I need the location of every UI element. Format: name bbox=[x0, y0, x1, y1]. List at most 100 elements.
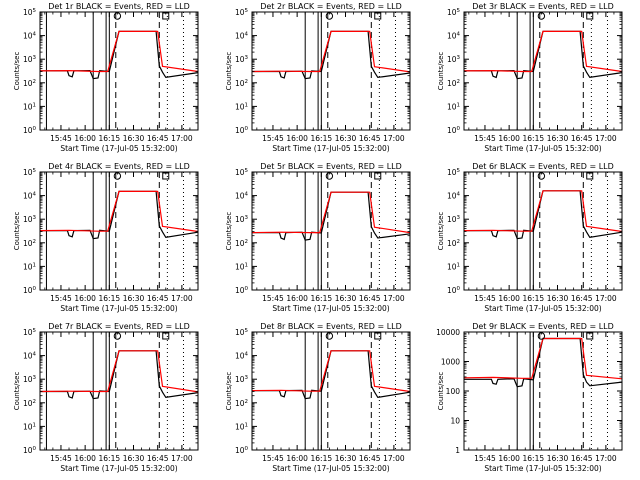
lld-series-line bbox=[463, 337, 623, 380]
x-tick-label: 16:30 bbox=[335, 294, 357, 303]
x-tick-label: 16:45 bbox=[571, 454, 593, 463]
y-tick-label: 104 bbox=[235, 352, 249, 361]
y-tick-label: 102 bbox=[23, 399, 36, 408]
y-tick-label: 105 bbox=[235, 168, 249, 177]
x-axis-label: Start Time (17-Jul-05 15:32:00) bbox=[60, 304, 177, 313]
panel-title: Det 8r BLACK = Events, RED = LLD bbox=[260, 322, 402, 331]
y-tick-label: 100 bbox=[446, 387, 461, 396]
y-tick-label: 105 bbox=[23, 168, 37, 177]
y-tick-label: 105 bbox=[447, 168, 461, 177]
x-axis-label: Start Time (17-Jul-05 15:32:00) bbox=[60, 144, 177, 153]
y-tick-label: 103 bbox=[447, 55, 461, 64]
y-tick-label: 102 bbox=[23, 79, 36, 88]
events-series-line bbox=[252, 191, 411, 241]
x-tick-label: 16:30 bbox=[123, 454, 145, 463]
y-tick-label: 100 bbox=[235, 446, 249, 455]
x-tick-label: 15:45 bbox=[50, 294, 72, 303]
x-tick-label: 15:45 bbox=[50, 134, 72, 143]
panel-title: Det 7r BLACK = Events, RED = LLD bbox=[48, 322, 190, 331]
y-tick-label: 104 bbox=[23, 352, 37, 361]
y-tick-label: 1000 bbox=[441, 358, 460, 367]
x-tick-label: 17:00 bbox=[595, 454, 617, 463]
detector-panel-8: 100 101 102 103 104 105 15:45 16:00 16:15 16:30 16… bbox=[225, 322, 411, 473]
panel-title: Det 2r BLACK = Events, RED = LLD bbox=[260, 2, 402, 11]
x-tick-label: 17:00 bbox=[383, 134, 405, 143]
x-tick-label: 16:45 bbox=[571, 294, 593, 303]
y-tick-label: 100 bbox=[23, 286, 37, 295]
y-tick-label: 10 bbox=[450, 417, 460, 426]
x-tick-label: 16:45 bbox=[147, 294, 169, 303]
x-tick-label: 15:45 bbox=[474, 294, 496, 303]
x-tick-label: 16:15 bbox=[523, 454, 545, 463]
x-tick-label: 15:45 bbox=[50, 454, 72, 463]
events-series-line bbox=[464, 30, 623, 80]
y-tick-label: 101 bbox=[23, 262, 36, 271]
y-tick-label: 101 bbox=[447, 102, 460, 111]
x-tick-label: 16:45 bbox=[359, 134, 381, 143]
x-tick-label: 16:00 bbox=[498, 134, 520, 143]
y-tick-label: 105 bbox=[23, 8, 37, 17]
y-axis-label: Counts/sec bbox=[225, 52, 233, 91]
detector-panel-3: 100 101 102 103 104 105 15:45 16:00 16:15 16:30 16… bbox=[437, 2, 623, 153]
y-tick-label: 100 bbox=[235, 286, 249, 295]
lld-series-line bbox=[39, 30, 199, 73]
panel-title: Det 4r BLACK = Events, RED = LLD bbox=[48, 162, 190, 171]
detector-panel-1: 100 101 102 103 104 105 15:45 16:00 16:15 16:30 16… bbox=[13, 2, 199, 153]
x-tick-label: 16:15 bbox=[311, 134, 333, 143]
x-tick-label: 17:00 bbox=[171, 294, 193, 303]
x-tick-label: 17:00 bbox=[595, 134, 617, 143]
y-tick-label: 101 bbox=[23, 102, 36, 111]
x-tick-label: 17:00 bbox=[171, 134, 193, 143]
x-tick-label: 16:30 bbox=[335, 454, 357, 463]
y-axis-label: Counts/sec bbox=[225, 372, 233, 411]
y-tick-label: 102 bbox=[235, 79, 248, 88]
lld-series-line bbox=[251, 191, 411, 234]
x-tick-label: 16:45 bbox=[147, 134, 169, 143]
y-axis-label: Counts/sec bbox=[437, 52, 445, 91]
x-tick-label: 16:30 bbox=[123, 134, 145, 143]
plot-frame bbox=[463, 171, 623, 291]
lld-series-line bbox=[39, 190, 199, 233]
y-tick-label: 103 bbox=[23, 55, 37, 64]
y-axis-label: Counts/sec bbox=[225, 212, 233, 251]
y-tick-label: 100 bbox=[447, 126, 461, 135]
plot-frame bbox=[251, 11, 411, 131]
detector-panel-2: 100 101 102 103 104 105 15:45 16:00 16:15 16:30 16… bbox=[225, 2, 411, 153]
y-tick-label: 104 bbox=[23, 192, 37, 201]
events-series-line bbox=[252, 30, 411, 80]
plot-frame bbox=[463, 11, 623, 131]
x-axis-label: Start Time (17-Jul-05 15:32:00) bbox=[484, 304, 601, 313]
x-tick-label: 16:00 bbox=[74, 294, 96, 303]
plot-frame bbox=[39, 171, 199, 291]
y-tick-label: 103 bbox=[235, 375, 249, 384]
x-tick-label: 16:15 bbox=[311, 294, 333, 303]
x-tick-label: 16:45 bbox=[571, 134, 593, 143]
y-tick-label: 102 bbox=[447, 239, 460, 248]
y-tick-label: 103 bbox=[23, 375, 37, 384]
x-tick-label: 16:30 bbox=[335, 134, 357, 143]
y-tick-label: 10000 bbox=[436, 328, 460, 337]
y-tick-label: 1 bbox=[455, 446, 460, 455]
x-tick-label: 15:45 bbox=[474, 454, 496, 463]
panel-title: Det 1r BLACK = Events, RED = LLD bbox=[48, 2, 190, 11]
plot-frame bbox=[251, 171, 411, 291]
events-series-line bbox=[40, 350, 199, 400]
lld-series-line bbox=[463, 30, 623, 73]
y-tick-label: 103 bbox=[447, 215, 461, 224]
y-tick-label: 104 bbox=[235, 192, 249, 201]
y-tick-label: 105 bbox=[23, 328, 37, 337]
detector-panel-7: 100 101 102 103 104 105 15:45 16:00 16:15 16:30 16… bbox=[13, 322, 199, 473]
x-axis-label: Start Time (17-Jul-05 15:32:00) bbox=[484, 144, 601, 153]
x-tick-label: 15:45 bbox=[474, 134, 496, 143]
x-tick-label: 16:00 bbox=[498, 454, 520, 463]
y-tick-label: 104 bbox=[23, 32, 37, 41]
y-tick-label: 101 bbox=[23, 422, 36, 431]
events-series-line bbox=[464, 190, 623, 240]
lld-series-line bbox=[39, 350, 199, 393]
x-tick-label: 15:45 bbox=[262, 134, 284, 143]
x-tick-label: 16:45 bbox=[147, 454, 169, 463]
x-axis-label: Start Time (17-Jul-05 15:32:00) bbox=[484, 464, 601, 473]
y-tick-label: 101 bbox=[235, 422, 248, 431]
